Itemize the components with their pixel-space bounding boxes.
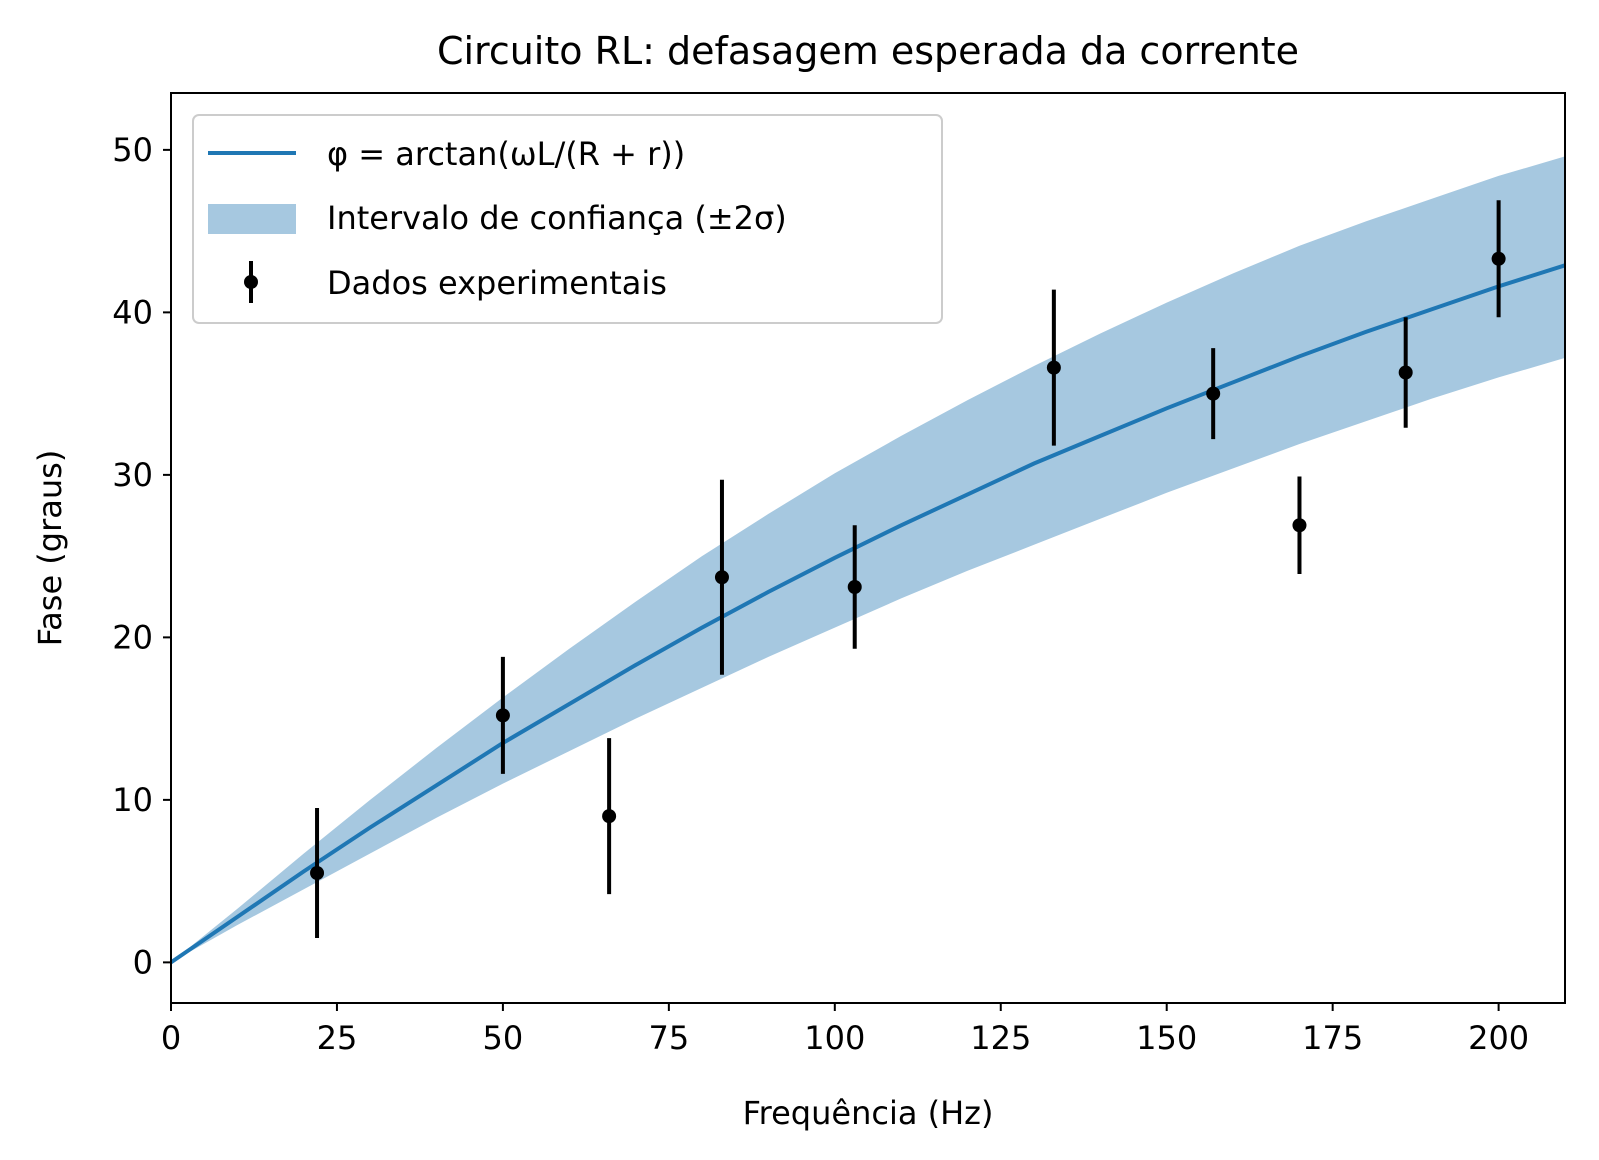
legend-data-label: Dados experimentais xyxy=(327,264,667,302)
x-tick-label: 175 xyxy=(1302,1019,1363,1057)
y-tick-label: 40 xyxy=(112,293,153,331)
x-axis-label: Frequência (Hz) xyxy=(743,1094,994,1132)
y-tick-label: 20 xyxy=(112,618,153,656)
legend-band-swatch xyxy=(208,204,296,234)
x-axis: 0 25 50 75 100 125 150 175 200 xyxy=(161,1003,1529,1057)
y-tick-label: 0 xyxy=(133,943,153,981)
data-point xyxy=(1206,386,1221,401)
legend-data-marker xyxy=(244,275,258,289)
chart-title: Circuito RL: defasagem esperada da corre… xyxy=(437,29,1299,73)
x-tick-label: 200 xyxy=(1468,1019,1529,1057)
model-line-layer xyxy=(169,263,1566,965)
x-tick-label: 50 xyxy=(483,1019,524,1057)
x-tick-label: 125 xyxy=(970,1019,1031,1057)
data-point xyxy=(1292,518,1307,533)
y-axis-label: Fase (graus) xyxy=(31,450,69,647)
legend-box xyxy=(192,114,943,324)
confidence-band-layer xyxy=(171,156,1565,963)
x-tick-label: 0 xyxy=(161,1019,181,1057)
x-tick-label: 75 xyxy=(648,1019,689,1057)
y-tick-label: 30 xyxy=(112,456,153,494)
confidence-band xyxy=(171,156,1565,963)
data-point xyxy=(602,809,617,824)
data-point xyxy=(1046,360,1061,375)
y-axis: 0 10 20 30 40 50 xyxy=(112,131,171,981)
x-tick-label: 25 xyxy=(317,1019,358,1057)
plot-area xyxy=(169,156,1566,965)
legend-model-label: φ = arctan(ωL/(R + r)) xyxy=(327,135,685,173)
legend-band-label: Intervalo de confiança (±2σ) xyxy=(327,199,787,237)
x-tick-label: 100 xyxy=(804,1019,865,1057)
y-tick-label: 50 xyxy=(112,131,153,169)
data-points-layer xyxy=(310,200,1506,938)
x-tick-label: 150 xyxy=(1136,1019,1197,1057)
legend: φ = arctan(ωL/(R + r)) Intervalo de conf… xyxy=(192,114,943,324)
data-point xyxy=(714,570,729,585)
plot-frame xyxy=(170,92,1566,1004)
data-point xyxy=(847,580,862,594)
model-line xyxy=(169,263,1566,965)
data-point xyxy=(1398,365,1413,380)
data-point xyxy=(495,708,510,723)
data-point xyxy=(310,866,325,880)
y-tick-label: 10 xyxy=(112,781,153,819)
data-point xyxy=(1491,251,1506,266)
